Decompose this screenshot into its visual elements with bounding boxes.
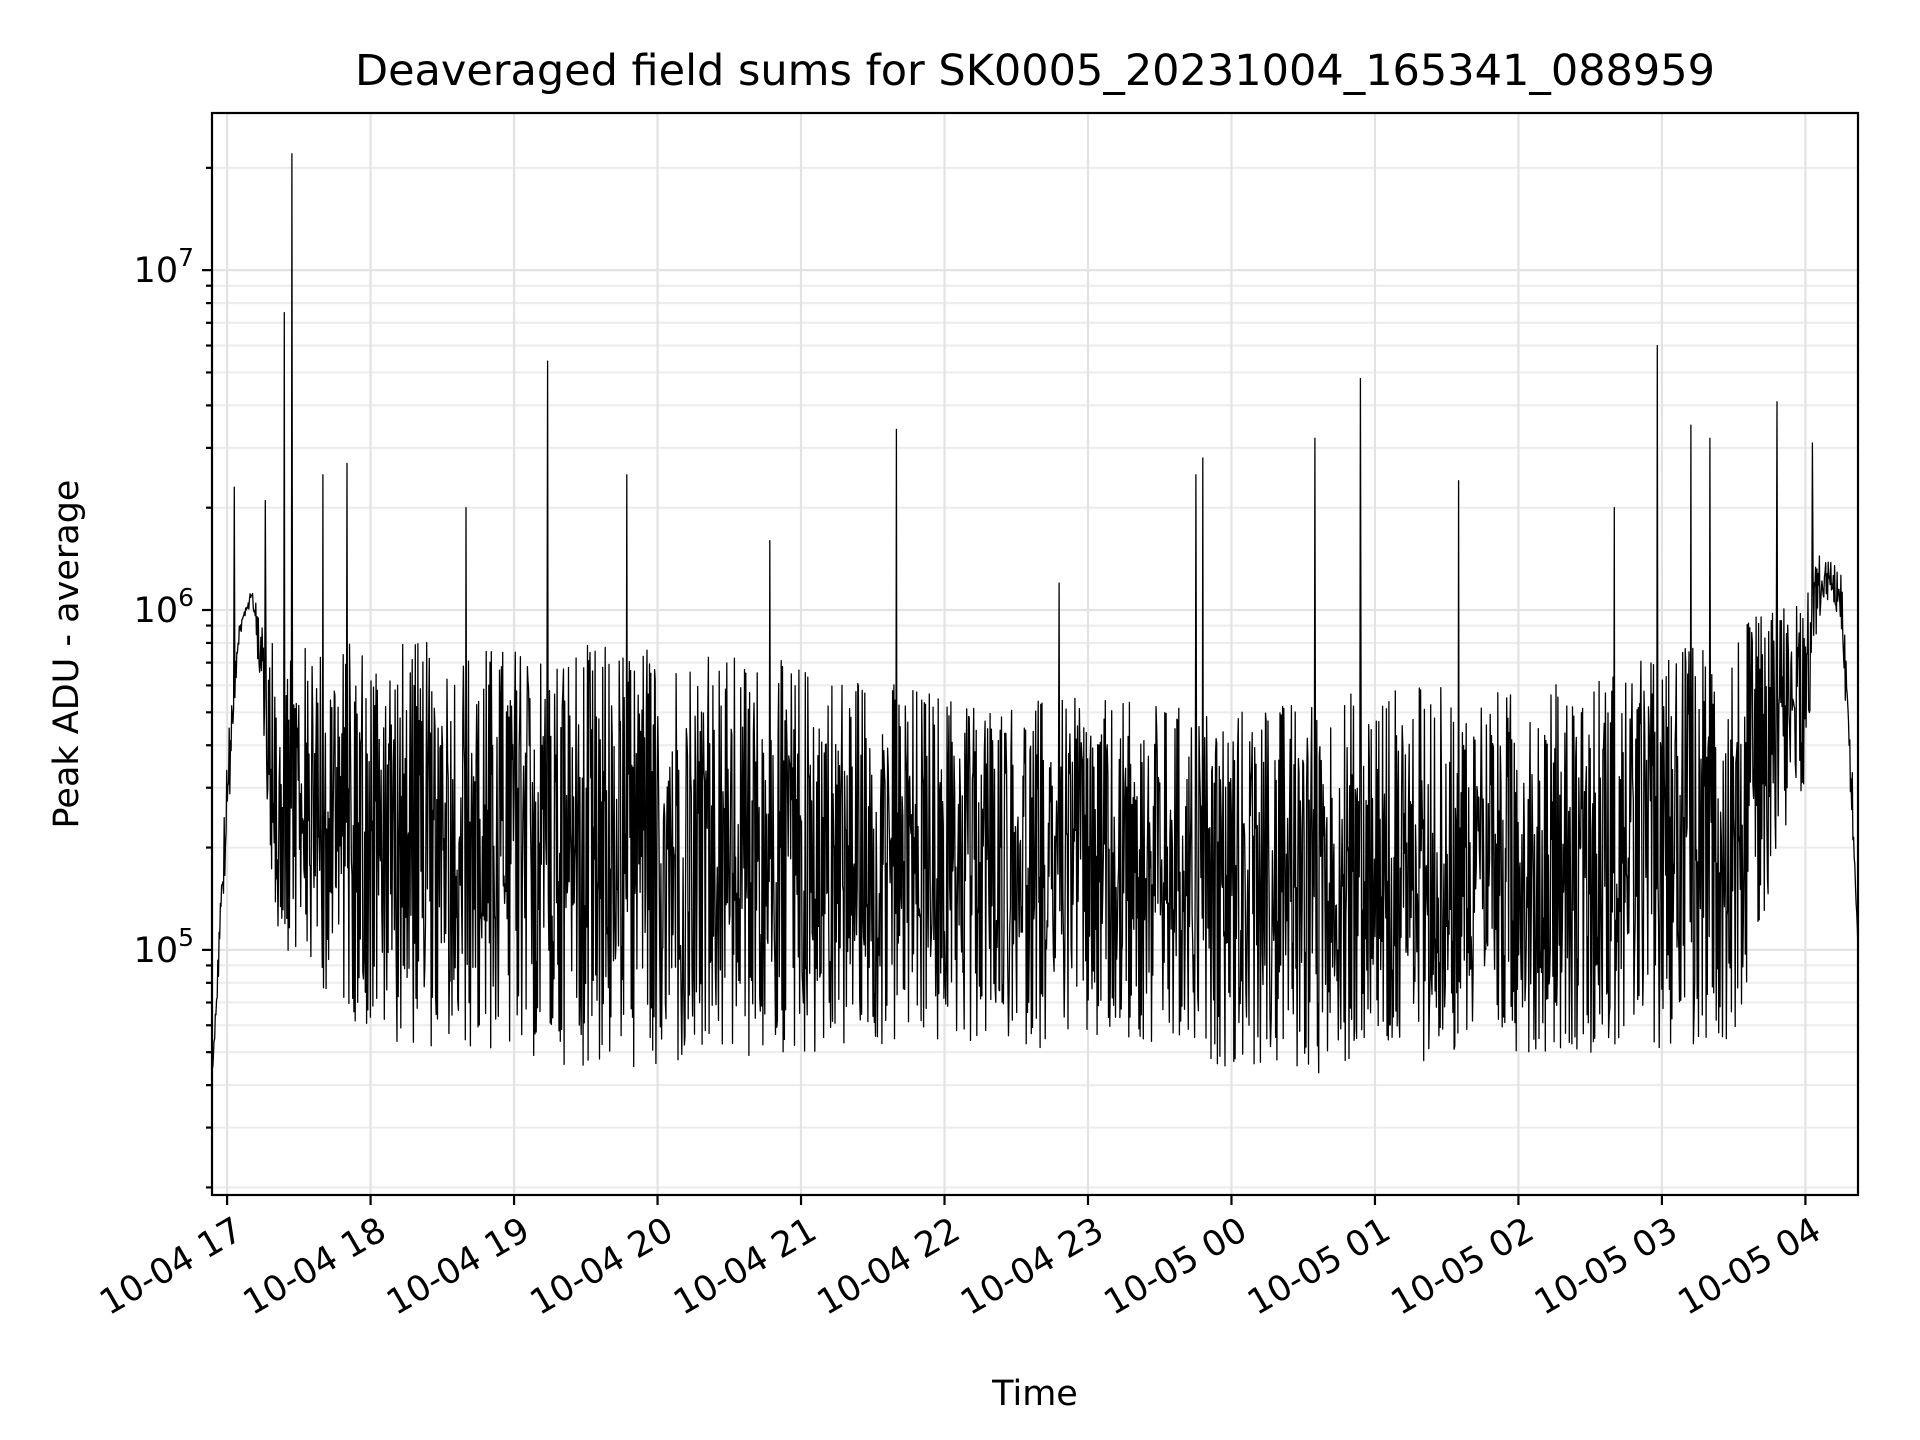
- series-line: [212, 153, 1859, 1074]
- series-layer: [212, 153, 1859, 1074]
- x-axis-label: Time: [991, 1374, 1078, 1414]
- y-tick-label-base: 10: [134, 591, 179, 631]
- y-tick-label-base: 10: [134, 931, 179, 971]
- plot-frame: [210, 111, 1860, 1197]
- chart-title: Deaveraged field sums for SK0005_2023100…: [355, 46, 1715, 96]
- y-tick-label-exponent: 7: [178, 243, 194, 272]
- y-tick-label-exponent: 6: [178, 583, 194, 612]
- y-tick-label: 107: [134, 243, 194, 291]
- y-tick-label-base: 10: [134, 251, 179, 291]
- y-tick-label-exponent: 5: [178, 923, 194, 952]
- y-tick-label: 106: [134, 583, 194, 631]
- y-tick-label: 105: [134, 923, 194, 971]
- y-axis-label: Peak ADU - average: [47, 480, 87, 829]
